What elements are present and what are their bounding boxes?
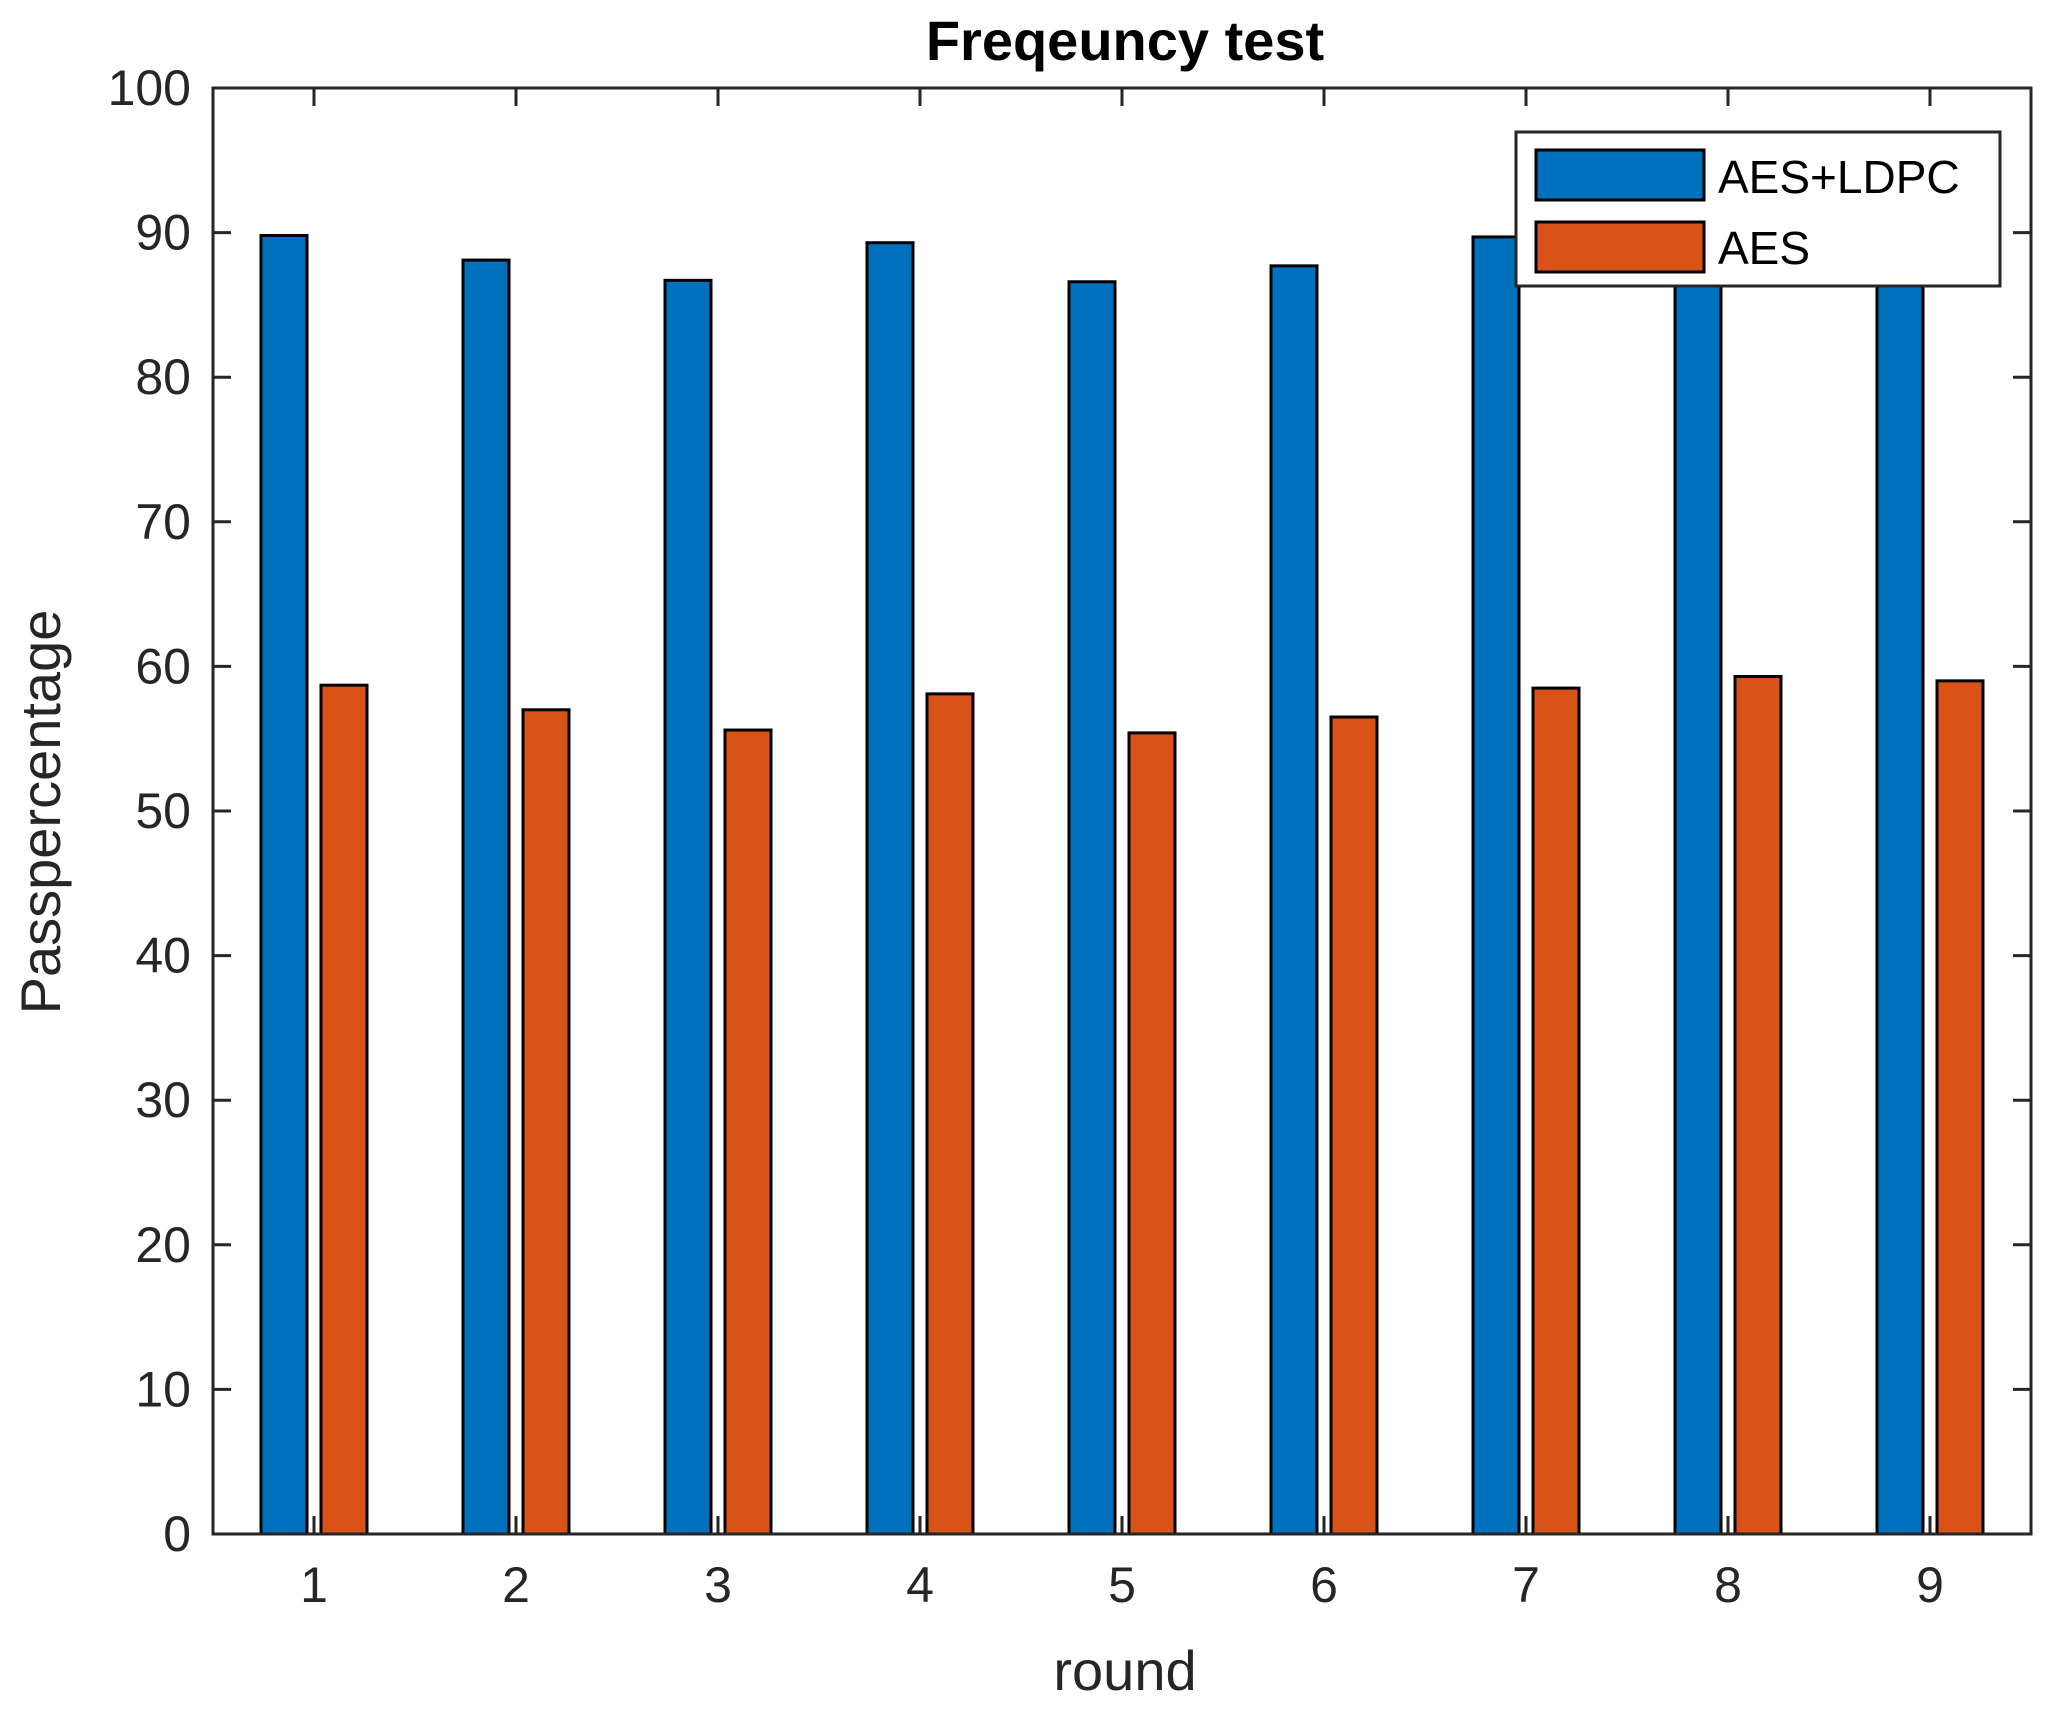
bar-aes-ldpc-round-1 bbox=[259, 233, 309, 1536]
x-tick-label-8: 8 bbox=[1714, 1557, 1742, 1613]
bar-aes-ldpc-round-6 bbox=[1269, 264, 1319, 1536]
x-tick-label-4: 4 bbox=[906, 1557, 934, 1613]
x-tick-label-9: 9 bbox=[1916, 1557, 1944, 1613]
bar-aes-ldpc-round-3 bbox=[663, 278, 713, 1536]
bar-aes-ldpc-round-2 bbox=[461, 258, 511, 1536]
bar-aes-ldpc-round-5 bbox=[1067, 280, 1117, 1536]
bar-aes-round-3 bbox=[723, 728, 773, 1536]
bar-aes-round-2 bbox=[521, 708, 571, 1536]
legend-swatch-aes bbox=[1534, 220, 1706, 274]
y-tick-label-50: 50 bbox=[135, 783, 191, 839]
y-tick-label-70: 70 bbox=[135, 494, 191, 550]
bar-aes-ldpc-round-7 bbox=[1471, 235, 1521, 1536]
bar-aes-round-1 bbox=[319, 683, 369, 1536]
x-tick-label-2: 2 bbox=[502, 1557, 530, 1613]
legend-label-aes: AES bbox=[1718, 222, 1810, 274]
y-ticks-group: 0 10 20 30 40 50 60 70 80 90 100 bbox=[108, 60, 2031, 1562]
bars-group bbox=[259, 233, 1985, 1536]
y-tick-label-80: 80 bbox=[135, 349, 191, 405]
y-tick-label-100: 100 bbox=[108, 60, 191, 116]
bar-aes-ldpc-round-8 bbox=[1673, 236, 1723, 1536]
y-tick-label-0: 0 bbox=[163, 1506, 191, 1562]
y-tick-label-20: 20 bbox=[135, 1217, 191, 1273]
x-ticks-group: 1 2 3 4 5 6 7 8 9 bbox=[300, 88, 1944, 1613]
x-tick-label-5: 5 bbox=[1108, 1557, 1136, 1613]
y-tick-label-60: 60 bbox=[135, 638, 191, 694]
bar-aes-round-7 bbox=[1531, 686, 1581, 1536]
x-axis-label: round bbox=[1053, 1639, 1196, 1702]
bar-aes-ldpc-round-4 bbox=[865, 241, 915, 1536]
chart-title: Freqeuncy test bbox=[926, 9, 1324, 72]
x-tick-label-6: 6 bbox=[1310, 1557, 1338, 1613]
y-axis-label: Passpercentage bbox=[9, 610, 72, 1015]
bar-aes-round-8 bbox=[1733, 675, 1783, 1536]
bar-aes-round-6 bbox=[1329, 715, 1379, 1536]
bar-aes-round-5 bbox=[1127, 731, 1177, 1536]
bar-aes-ldpc-round-9 bbox=[1875, 238, 1925, 1536]
y-tick-label-10: 10 bbox=[135, 1361, 191, 1417]
x-tick-label-3: 3 bbox=[704, 1557, 732, 1613]
y-tick-label-30: 30 bbox=[135, 1072, 191, 1128]
bar-aes-round-9 bbox=[1935, 679, 1985, 1536]
y-tick-label-90: 90 bbox=[135, 205, 191, 261]
y-tick-label-40: 40 bbox=[135, 928, 191, 984]
x-tick-label-7: 7 bbox=[1512, 1557, 1540, 1613]
legend-swatch-aes-ldpc bbox=[1534, 148, 1706, 202]
bar-aes-round-4 bbox=[925, 692, 975, 1536]
x-tick-label-1: 1 bbox=[300, 1557, 328, 1613]
legend: AES+LDPC AES bbox=[1514, 130, 2002, 288]
legend-label-aes-ldpc: AES+LDPC bbox=[1718, 151, 1960, 203]
